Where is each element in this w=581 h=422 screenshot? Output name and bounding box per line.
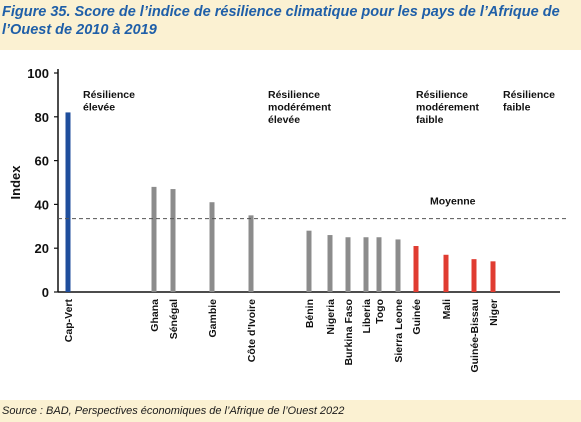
y-tick-label: 0: [42, 285, 49, 300]
group-annotation-line: modérément: [268, 102, 332, 114]
category-label: Ghana: [149, 299, 161, 332]
bar: [248, 215, 254, 292]
bar: [65, 112, 71, 292]
chart-panel: 0 20 40 60 80 100 Index Cap-Vert Ghana Sénégal Gam…: [0, 50, 581, 400]
group-annotation-line: Résilience: [503, 89, 555, 101]
bar: [151, 186, 157, 292]
category-label: Togo: [374, 299, 386, 324]
category-label: Nigeria: [325, 299, 337, 335]
bar: [490, 261, 496, 292]
bar: [209, 202, 215, 292]
group-annotation-line: Résilience: [83, 89, 135, 101]
category-label: Guinée-Bissau: [469, 299, 481, 373]
y-tick-label: 40: [35, 197, 49, 212]
figure-source: Source : BAD, Perspectives économiques d…: [2, 405, 345, 417]
bar: [306, 230, 312, 292]
bar-chart: 0 20 40 60 80 100 Index Cap-Vert Ghana Sénégal Gam…: [8, 66, 566, 373]
y-tick-label: 60: [35, 154, 49, 169]
bar: [413, 246, 419, 292]
y-tick-label: 80: [35, 110, 49, 125]
category-label: Cap-Vert: [63, 299, 75, 343]
group-annotation-line: élevée: [268, 114, 300, 126]
category-label: Guinée: [411, 299, 423, 335]
category-label: Sierra Leone: [393, 299, 405, 363]
bar: [170, 189, 176, 292]
bar: [395, 239, 401, 292]
category-label: Bénin: [304, 299, 316, 328]
bar: [376, 237, 382, 292]
category-label: Burkina Faso: [343, 299, 355, 366]
bar: [363, 237, 369, 292]
bar: [443, 254, 449, 292]
category-label: Mali: [441, 299, 453, 320]
bar: [471, 259, 477, 292]
group-annotation-line: élevée: [83, 102, 115, 114]
group-annotation-line: faible: [503, 102, 531, 114]
bar: [327, 235, 333, 292]
category-label: Côte d'Ivoire: [246, 299, 258, 362]
group-annotation-line: Résilience: [268, 89, 320, 101]
group-annotation-line: faible: [416, 114, 444, 126]
bar: [345, 237, 351, 292]
category-label: Gambie: [207, 299, 219, 338]
y-axis-label: Index: [8, 165, 23, 200]
y-tick-label: 100: [27, 66, 49, 81]
group-annotation-line: Résilience: [416, 89, 468, 101]
category-label: Sénégal: [168, 299, 180, 339]
y-tick-label: 20: [35, 241, 49, 256]
average-line-label: Moyenne: [430, 196, 476, 208]
group-annotation-line: modérement: [416, 102, 480, 114]
figure-title: Figure 35. Score de l’indice de résilien…: [2, 4, 560, 38]
category-label: Liberia: [361, 299, 373, 334]
category-label: Niger: [488, 299, 500, 326]
